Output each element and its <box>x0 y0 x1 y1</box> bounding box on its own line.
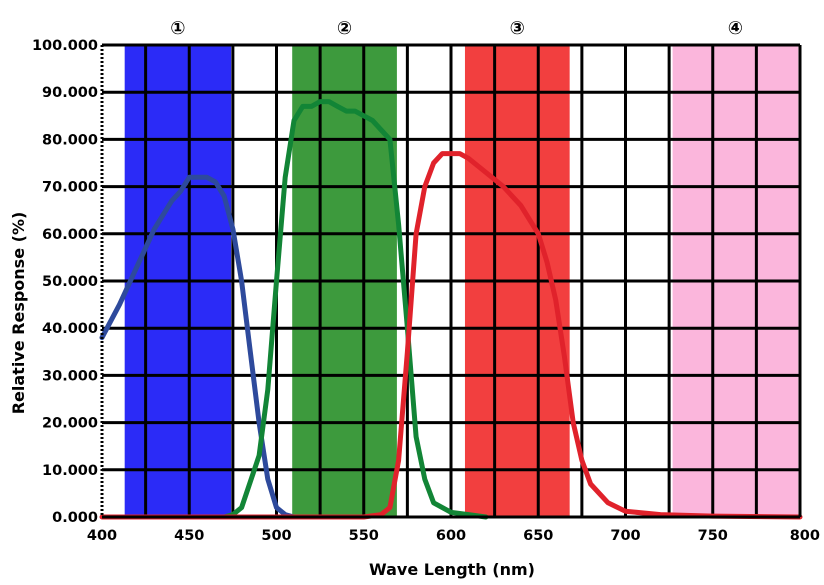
x-axis-title: Wave Length (nm) <box>369 560 535 579</box>
band-label-3: ③ <box>510 18 525 39</box>
x-tick-label: 400 <box>87 528 117 544</box>
y-tick-labels: 0.000 10.000 20.000 30.000 40.000 50.000 60.00… <box>32 38 98 526</box>
x-tick-label: 600 <box>436 528 466 544</box>
x-tick-label: 750 <box>698 528 728 544</box>
x-tick-label: 800 <box>790 528 820 544</box>
y-tick-label: 50.000 <box>42 274 98 290</box>
series-line-3 <box>99 151 803 520</box>
band-label-2: ② <box>337 18 352 39</box>
plot-frame <box>100 43 802 519</box>
grid <box>102 45 800 517</box>
x-tick-label: 450 <box>174 528 204 544</box>
series-line-2 <box>221 99 489 520</box>
x-tick-label: 550 <box>349 528 379 544</box>
x-tick-label: 700 <box>610 528 640 544</box>
y-axis-title: Relative Response (%) <box>9 212 28 415</box>
series-line-1 <box>99 174 314 520</box>
y-tick-label: 10.000 <box>42 463 98 479</box>
band-label-1: ① <box>170 18 185 39</box>
y-tick-label: 70.000 <box>42 180 98 196</box>
x-tick-label: 650 <box>523 528 553 544</box>
y-tick-label: 0.000 <box>52 510 98 526</box>
y-tick-label: 90.000 <box>42 85 98 101</box>
y-tick-label: 100.000 <box>32 38 98 54</box>
x-tick-label: 500 <box>261 528 291 544</box>
x-tick-labels: 400 450 500 550 600 650 700 750 800 <box>87 528 820 544</box>
y-tick-label: 20.000 <box>42 416 98 432</box>
series-lines <box>99 99 803 520</box>
band-labels: ① ② ③ ④ <box>170 18 743 39</box>
y-tick-label: 30.000 <box>42 368 98 384</box>
band-label-4: ④ <box>728 18 743 39</box>
y-tick-label: 60.000 <box>42 227 98 243</box>
y-tick-label: 40.000 <box>42 321 98 337</box>
y-tick-label: 80.000 <box>42 132 98 148</box>
